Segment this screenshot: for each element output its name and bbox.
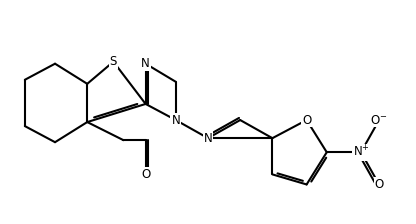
Text: S: S — [110, 55, 117, 68]
Text: O$^{−}$: O$^{−}$ — [370, 114, 388, 127]
Text: N: N — [141, 57, 150, 70]
Text: O: O — [302, 114, 311, 127]
Text: N$^{+}$: N$^{+}$ — [352, 145, 369, 160]
Text: N: N — [171, 114, 180, 127]
Text: N: N — [203, 132, 213, 145]
Text: O: O — [141, 168, 150, 181]
Text: O: O — [374, 178, 384, 191]
